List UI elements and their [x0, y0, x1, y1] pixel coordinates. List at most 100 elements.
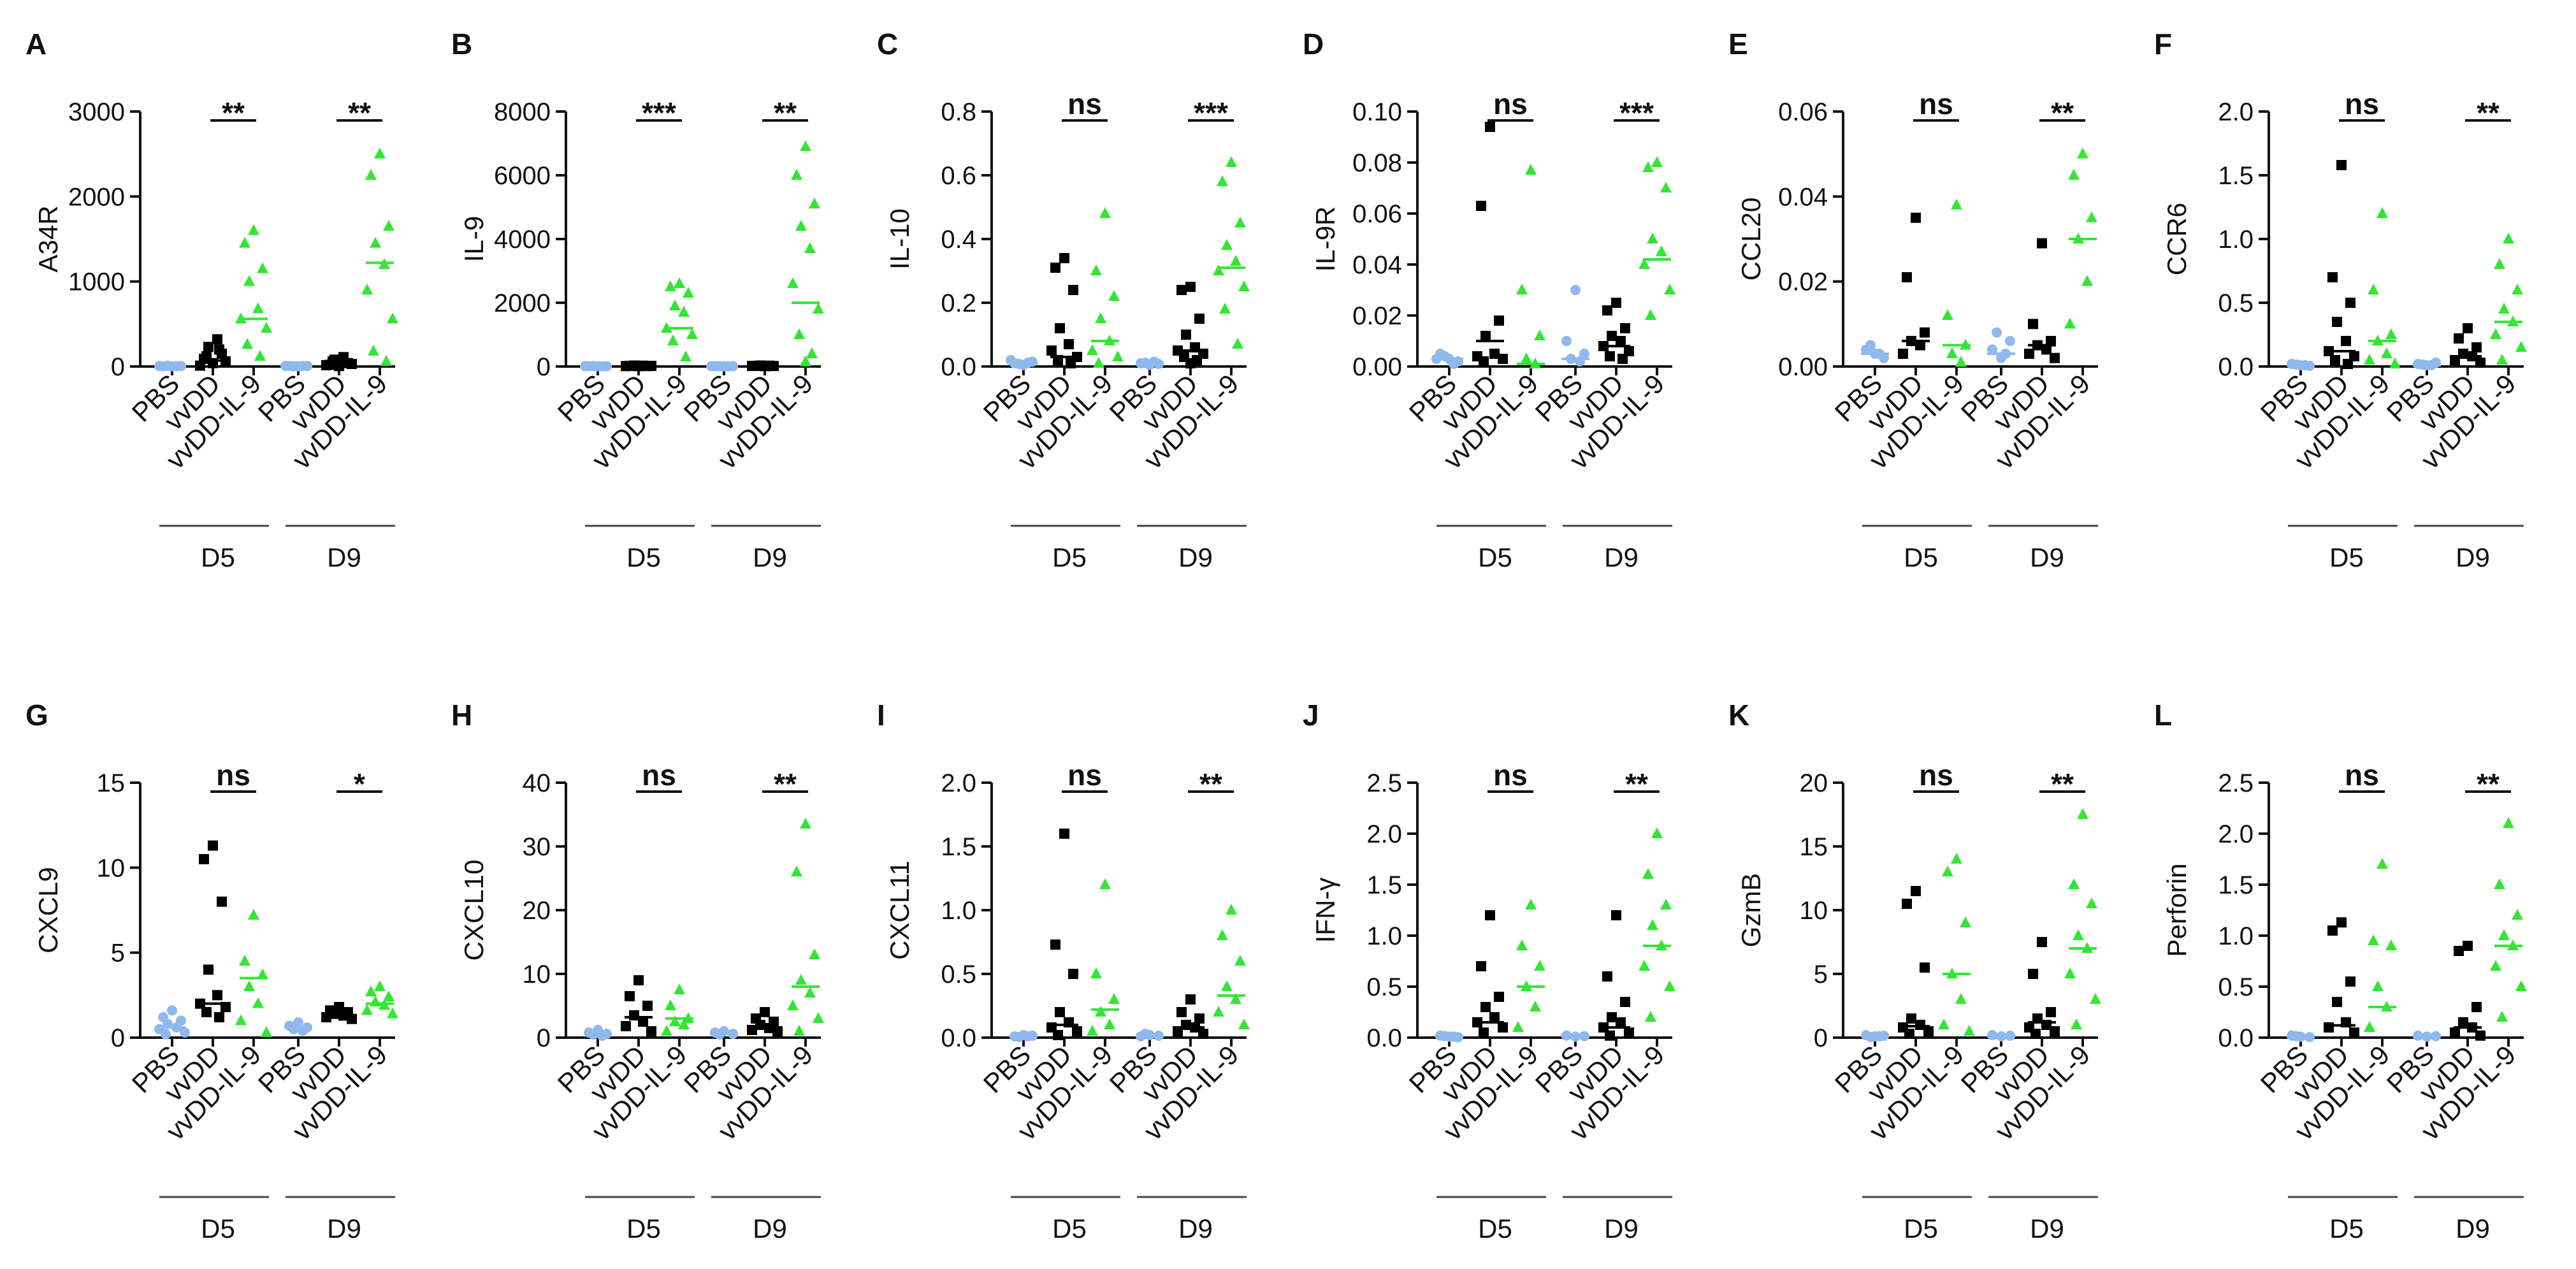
data-point-vvdd-il9: [2389, 358, 2401, 368]
data-point-vvdd-il9: [2496, 1011, 2508, 1022]
panel-I: I0.00.51.01.52.0CXCL11PBSvvDDvvDD-IL-9PB…: [877, 699, 1250, 1244]
y-tick-label: 0.06: [1352, 200, 1402, 228]
data-point-vvdd-il9: [1938, 1019, 1950, 1029]
significance-label: ns: [1493, 87, 1528, 120]
data-point-vvdd-il9: [1951, 198, 1962, 210]
data-point-vvdd-il9: [1104, 1019, 1115, 1029]
y-axis-label: Perforin: [2162, 863, 2192, 957]
data-point-vvdd-il9: [2503, 817, 2514, 828]
panel-letter: E: [1728, 27, 1748, 61]
y-tick-label: 0.6: [941, 162, 976, 190]
data-point-vvdd: [1064, 339, 1074, 349]
group-label: D9: [753, 1214, 787, 1244]
group-label: D5: [201, 1214, 235, 1244]
data-point-vvdd-il9: [383, 990, 394, 1001]
y-tick-label: 0: [1814, 1024, 1828, 1052]
data-point-vvdd-il9: [1217, 929, 1228, 940]
data-point-vvdd: [1911, 212, 1921, 223]
data-point-vvdd: [2454, 333, 2464, 344]
data-point-vvdd-il9: [669, 1015, 681, 1026]
data-point-vvdd-il9: [1660, 899, 1672, 910]
data-point-vvdd-il9: [1525, 164, 1537, 175]
data-point-vvdd-il9: [1651, 156, 1663, 167]
panel-letter: B: [451, 27, 472, 61]
data-point-vvdd-il9: [1664, 980, 1675, 991]
y-axis-label: IL-9: [459, 216, 489, 262]
data-point-vvdd: [2336, 917, 2347, 928]
data-point-vvdd: [1607, 1012, 1617, 1022]
y-tick-label: 0.04: [1352, 251, 1402, 279]
data-point-pbs: [1579, 349, 1589, 359]
data-point-vvdd: [2475, 1030, 2486, 1041]
data-point-vvdd: [1176, 1007, 1187, 1017]
significance-label: ns: [1919, 87, 1953, 120]
y-tick-label: 2.5: [2218, 769, 2254, 797]
y-tick-label: 8000: [494, 98, 551, 126]
data-point-vvdd-il9: [1095, 1006, 1106, 1017]
data-point-vvdd: [1602, 305, 1612, 315]
data-point-vvdd-il9: [1642, 868, 1654, 879]
y-tick-label: 20: [523, 897, 551, 925]
panel-letter: G: [25, 699, 48, 732]
panel-letter: A: [25, 27, 47, 61]
data-point-vvdd: [1479, 356, 1489, 366]
y-tick-label: 0.8: [941, 98, 976, 126]
y-tick-label: 20: [1800, 769, 1828, 797]
data-point-vvdd: [1476, 961, 1486, 971]
group-label: D9: [2030, 1214, 2064, 1244]
data-point-vvdd-il9: [1213, 265, 1224, 275]
data-point-vvdd-il9: [374, 980, 386, 991]
y-tick-label: 2.5: [1366, 769, 1402, 797]
data-point-vvdd: [1494, 315, 1504, 326]
data-point-vvdd-il9: [795, 974, 807, 985]
data-point-vvdd-il9: [1234, 955, 1246, 966]
data-point-vvdd: [2450, 1027, 2460, 1038]
data-point-vvdd-il9: [1219, 303, 1231, 314]
data-point-vvdd: [2341, 336, 2351, 346]
data-point-vvdd-il9: [374, 147, 386, 159]
data-point-pbs: [289, 1024, 299, 1034]
data-point-vvdd: [199, 854, 209, 864]
data-point-vvdd-il9: [2068, 169, 2080, 180]
significance-label: **: [774, 767, 797, 801]
panel-letter: C: [877, 27, 898, 61]
data-point-vvdd-il9: [1099, 878, 1111, 889]
data-point-vvdd-il9: [800, 140, 811, 151]
data-point-vvdd-il9: [2385, 939, 2397, 950]
data-point-vvdd-il9: [254, 350, 266, 361]
data-point-vvdd: [212, 334, 222, 345]
y-tick-label: 0: [111, 1024, 125, 1052]
data-point-vvdd: [2349, 1027, 2359, 1038]
y-tick-label: 2.0: [2218, 820, 2254, 848]
group-label: D5: [1478, 542, 1512, 572]
data-point-vvdd: [203, 342, 213, 352]
data-point-vvdd: [208, 840, 218, 851]
panel-E: E0.000.020.040.06CCL20PBSvvDDvvDD-IL-9PB…: [1728, 27, 2098, 572]
y-tick-label: 1.5: [2218, 871, 2254, 899]
y-tick-label: 40: [523, 769, 551, 797]
y-tick-label: 10: [97, 854, 126, 882]
group-label: D5: [1052, 1214, 1087, 1244]
data-point-vvdd-il9: [1516, 939, 1528, 950]
data-point-vvdd-il9: [1521, 352, 1532, 363]
data-point-vvdd: [1068, 285, 1078, 295]
data-point-vvdd-il9: [252, 997, 264, 1008]
significance-label: **: [2051, 767, 2074, 801]
data-point-vvdd-il9: [800, 355, 811, 366]
data-point-vvdd: [2037, 238, 2047, 249]
y-axis-label: CCR6: [2162, 203, 2192, 275]
panel-letter: K: [1728, 699, 1749, 732]
data-point-vvdd-il9: [1108, 290, 1120, 301]
panel-G: G051015CXCL9PBSvvDDvvDD-IL-9PBSvvDDvvDD-…: [25, 699, 398, 1244]
y-tick-label: 6000: [494, 162, 551, 190]
data-point-vvdd-il9: [1213, 1006, 1224, 1017]
data-point-vvdd: [195, 360, 205, 371]
data-point-vvdd: [1194, 314, 1205, 324]
data-point-vvdd-il9: [2515, 980, 2527, 991]
y-tick-label: 0.4: [941, 226, 976, 254]
data-point-vvdd: [2345, 976, 2355, 987]
data-point-vvdd-il9: [370, 236, 381, 248]
y-tick-label: 0: [537, 353, 551, 381]
data-point-vvdd-il9: [387, 312, 398, 324]
